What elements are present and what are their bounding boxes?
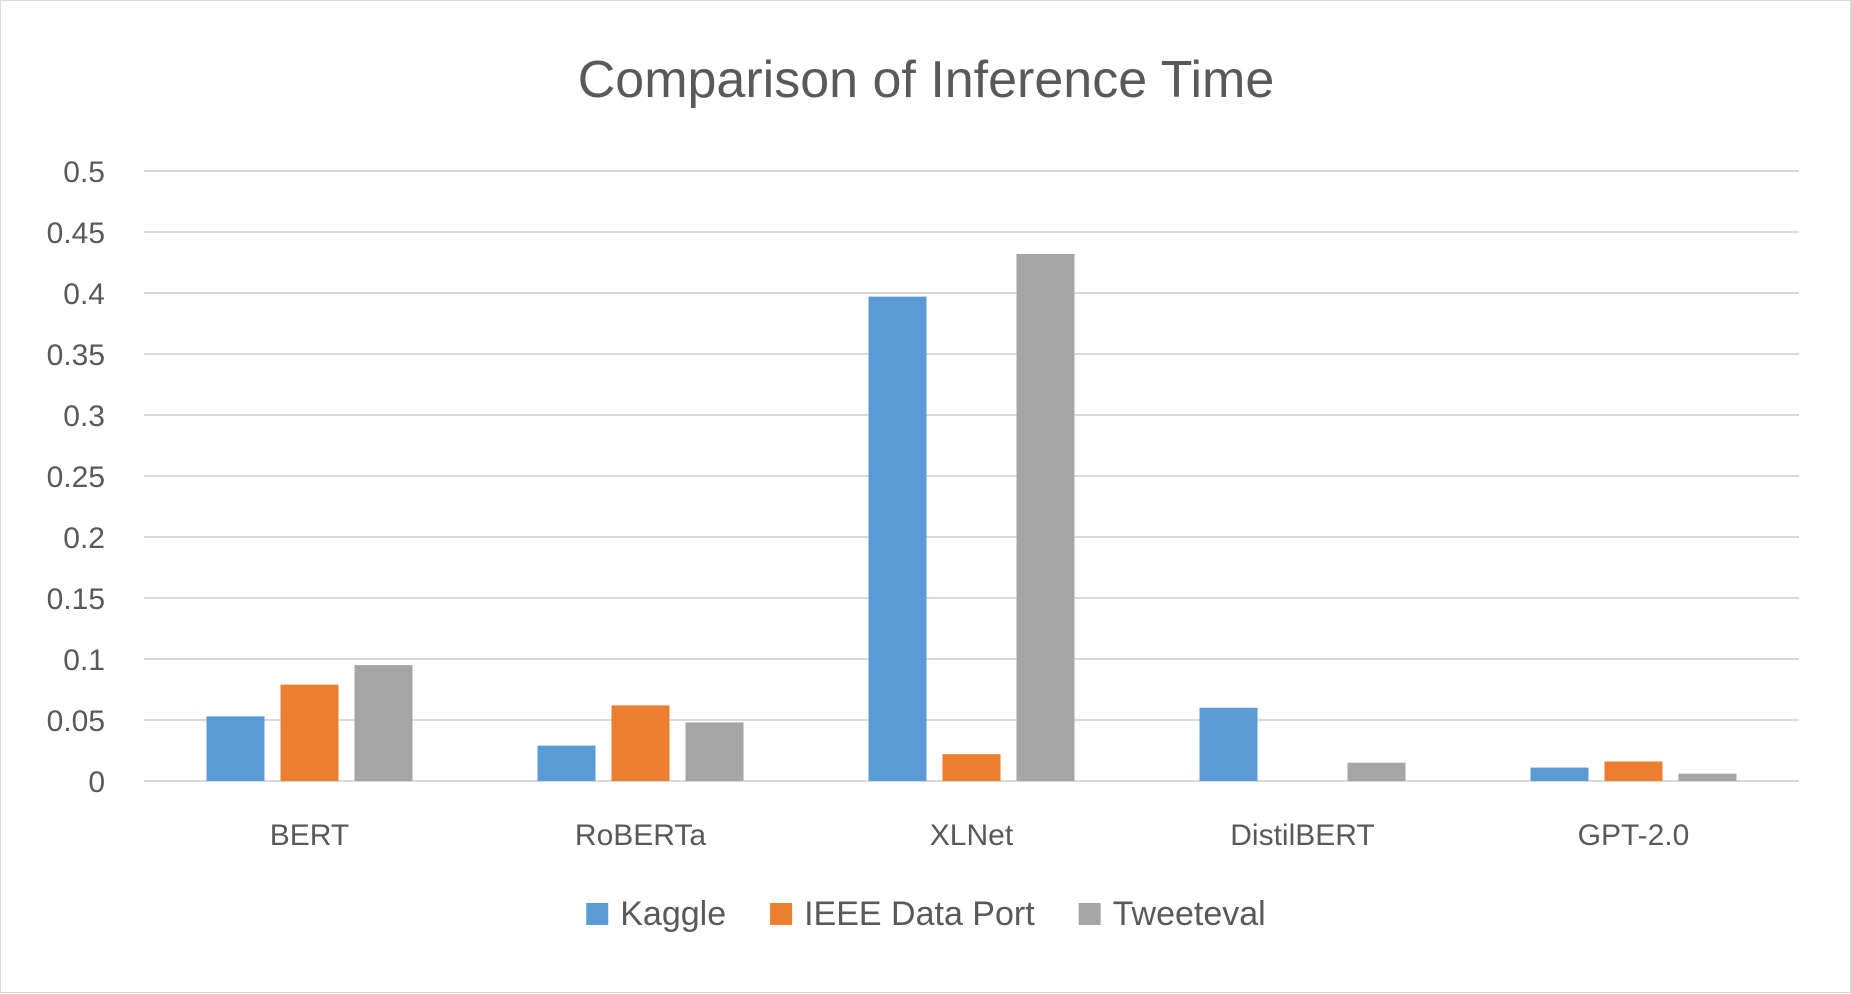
y-tick-label: 0 (88, 766, 105, 799)
y-tick-label: 0.4 (63, 278, 105, 311)
bar-tweeteval-xlnet (1016, 253, 1075, 781)
y-tick-label: 0.3 (63, 400, 105, 433)
bars (206, 253, 1737, 781)
x-category-label: GPT-2.0 (1578, 819, 1690, 852)
y-tick-label: 0.1 (63, 644, 105, 677)
y-tick-label: 0.15 (47, 583, 105, 616)
y-tick-label: 0.35 (47, 339, 105, 372)
bar-ieee-data-port-roberta (611, 705, 670, 781)
bar-kaggle-gpt-2.0 (1530, 767, 1589, 781)
y-axis-tick-labels: 0 0.05 0.1 0.15 0.2 0.25 0.3 0.35 0.4 0.45 0.5 (47, 156, 105, 799)
y-tick-label: 0.2 (63, 522, 105, 555)
y-tick-label: 0.45 (47, 217, 105, 250)
bar-tweeteval-roberta (685, 722, 744, 781)
legend-swatch (770, 903, 793, 925)
x-category-label: XLNet (930, 819, 1014, 852)
x-category-label: BERT (270, 819, 349, 852)
y-tick-label: 0.05 (47, 705, 105, 738)
bar-ieee-data-port-bert (280, 684, 339, 781)
x-category-label: RoBERTa (575, 819, 706, 852)
gridlines (144, 170, 1799, 782)
bar-tweeteval-bert (354, 665, 413, 781)
bar-kaggle-distilbert (1199, 707, 1258, 781)
bar-ieee-data-port-xlnet (942, 754, 1001, 781)
bar-tweeteval-distilbert (1347, 762, 1406, 781)
y-tick-label: 0.5 (63, 156, 105, 189)
legend-label: IEEE Data Port (804, 895, 1035, 933)
legend-label: Tweeteval (1113, 895, 1266, 933)
bar-kaggle-bert (206, 716, 265, 781)
legend-swatch (586, 903, 609, 925)
x-axis-category-labels: BERT RoBERTa XLNet DistilBERT GPT-2.0 (270, 819, 1690, 852)
legend-label: Kaggle (620, 895, 726, 933)
legend-swatch (1078, 903, 1101, 925)
y-tick-label: 0.25 (47, 461, 105, 494)
x-category-label: DistilBERT (1230, 819, 1374, 852)
bar-ieee-data-port-gpt-2.0 (1604, 761, 1663, 781)
legend: Kaggle IEEE Data Port Tweeteval (586, 895, 1266, 933)
chart-title: Comparison of Inference Time (578, 51, 1275, 109)
bar-tweeteval-gpt-2.0 (1678, 773, 1737, 781)
bar-kaggle-xlnet (868, 296, 927, 781)
bar-kaggle-roberta (537, 745, 596, 781)
